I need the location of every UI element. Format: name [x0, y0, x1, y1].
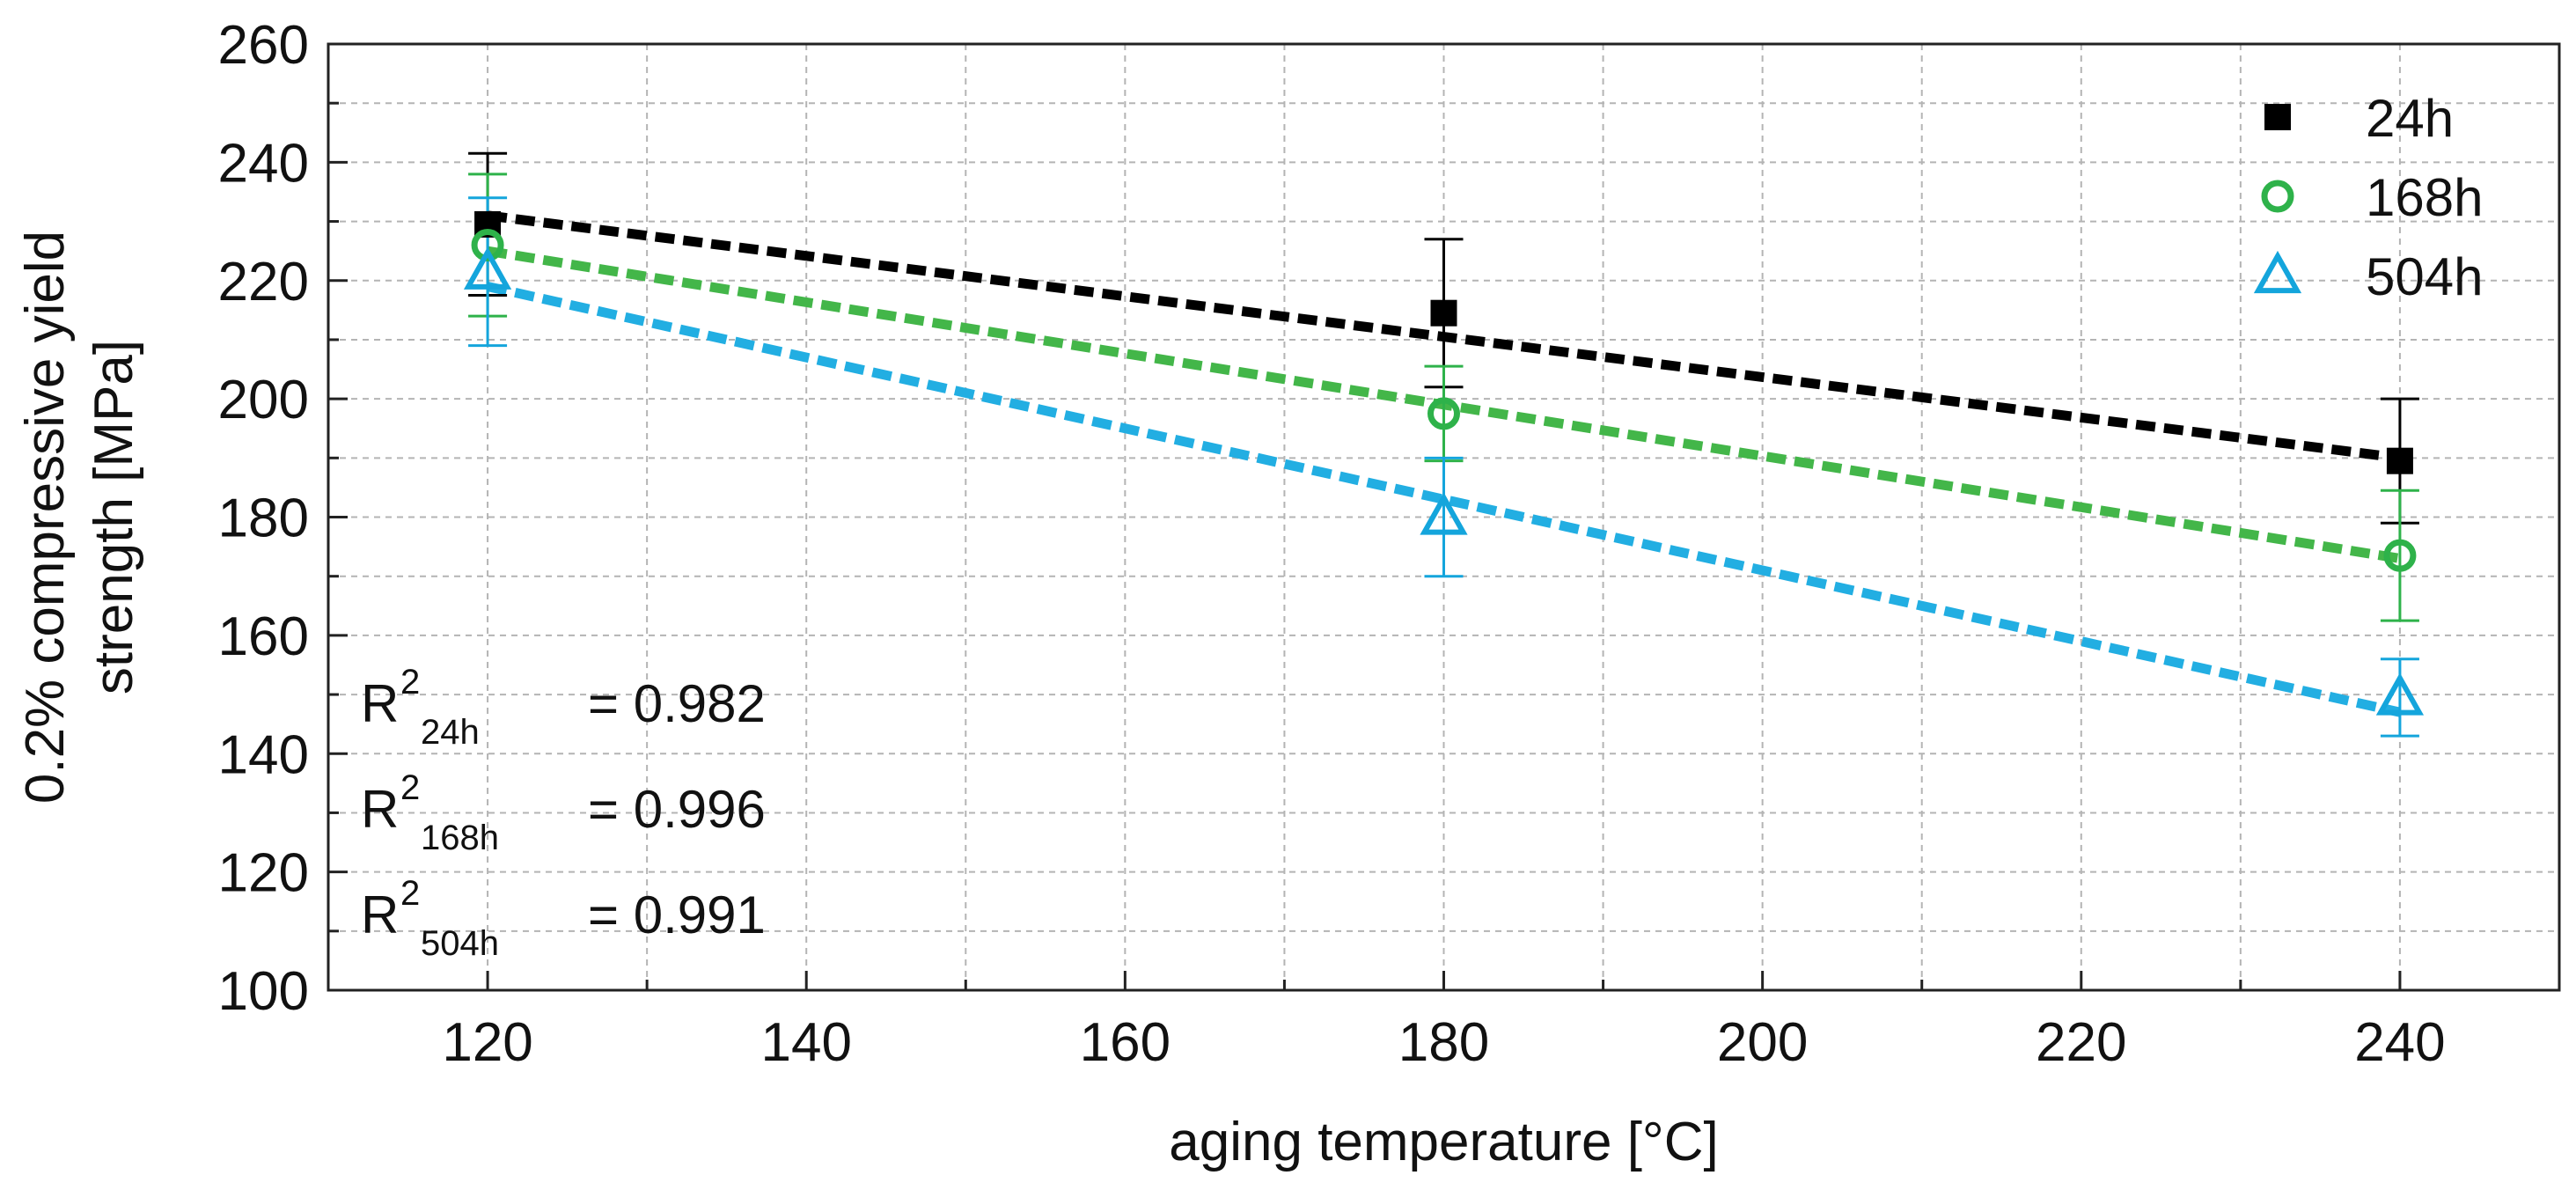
x-tick-label: 220 — [2036, 1012, 2126, 1073]
x-tick-label: 120 — [442, 1012, 532, 1073]
data-point-504h — [1420, 492, 1468, 535]
legend-marker-168h — [2261, 180, 2294, 213]
r2-value: = 0.982 — [588, 674, 766, 733]
x-tick-label: 200 — [1717, 1012, 1808, 1073]
y-tick-label: 260 — [218, 15, 309, 76]
y-tick-label: 240 — [218, 133, 309, 194]
x-tick-label: 240 — [2354, 1012, 2445, 1073]
r2-superscript: 2 — [400, 663, 420, 702]
legend-label-24h: 24h — [2366, 89, 2454, 148]
x-tick-label: 180 — [1398, 1012, 1489, 1073]
data-points — [463, 210, 2425, 716]
y-tick-label: 160 — [218, 606, 309, 667]
y-tick-label: 220 — [218, 252, 309, 312]
r2-subscript: 504h — [421, 924, 499, 963]
data-point-504h — [463, 246, 512, 290]
r2-subscript: 24h — [421, 713, 480, 752]
y-axis-title-line-2: strength [MPa] — [84, 340, 144, 694]
r2-label: R — [361, 674, 399, 733]
data-point-24h — [2386, 447, 2413, 474]
y-tick-label: 140 — [218, 724, 309, 785]
r2-label: R — [361, 780, 399, 839]
r2-value: = 0.996 — [588, 780, 766, 839]
legend-marker-24h — [2264, 104, 2291, 130]
x-axis-title: aging temperature [°C] — [1169, 1112, 1718, 1172]
x-tick-label: 140 — [760, 1012, 851, 1073]
legend-label-504h: 504h — [2366, 247, 2483, 306]
legend-marker-504h — [2253, 250, 2302, 294]
x-tick-label: 160 — [1080, 1012, 1171, 1073]
data-point-504h — [2375, 672, 2425, 716]
plot-frame — [327, 42, 2561, 992]
legend-label-168h: 168h — [2366, 168, 2483, 227]
data-point-168h — [471, 228, 504, 261]
y-tick-label: 200 — [218, 370, 309, 430]
trend-line-504h — [486, 282, 2402, 717]
r2-subscript: 168h — [421, 819, 499, 857]
y-tick-label: 100 — [218, 961, 309, 1022]
r2-superscript: 2 — [400, 768, 420, 807]
legend: 24h 168h 504h — [2253, 89, 2483, 306]
y-tick-label: 180 — [218, 488, 309, 549]
tick-labels: 120 140 160 180 200 220 240 100 120 140 160 180 200 2… — [218, 15, 2446, 1073]
data-point-24h — [1430, 299, 1457, 327]
y-tick-label: 120 — [218, 843, 309, 904]
axis-ticks — [328, 42, 2402, 992]
r2-value: = 0.991 — [588, 885, 766, 944]
data-point-168h — [2383, 539, 2417, 572]
r2-label: R — [361, 885, 399, 944]
r2-superscript: 2 — [400, 874, 420, 913]
data-point-168h — [1427, 397, 1460, 430]
y-axis-title-line-1: 0.2% compressive yield — [15, 231, 76, 804]
